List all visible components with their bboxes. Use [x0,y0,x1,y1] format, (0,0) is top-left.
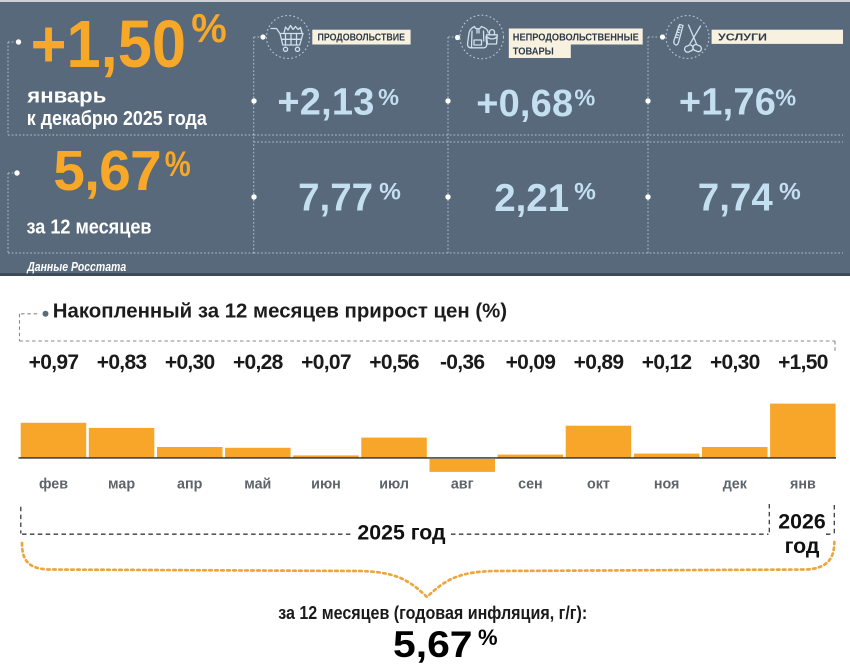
svg-text:ноя: ноя [654,477,680,493]
svg-text:+0,56: +0,56 [369,351,419,374]
svg-text:июл: июл [379,477,409,493]
svg-text:ТОВАРЫ: ТОВАРЫ [513,47,554,58]
svg-text:+1,50: +1,50 [778,351,828,374]
svg-text:мар: мар [108,477,135,493]
svg-text:+1,76: +1,76 [679,82,776,124]
svg-text:+0,97: +0,97 [29,351,79,374]
svg-text:2025 год: 2025 год [357,521,446,545]
svg-text:+2,13: +2,13 [277,81,374,123]
svg-text:+0,68: +0,68 [476,83,573,125]
svg-text:%: % [775,85,796,111]
svg-text:%: % [779,178,801,205]
svg-text:%: % [478,625,498,650]
svg-text:НЕПРОДОВОЛЬСТВЕННЫЕ: НЕПРОДОВОЛЬСТВЕННЫЕ [513,33,639,44]
svg-text:дек: дек [723,477,748,493]
svg-text:%: % [378,84,399,110]
svg-text:2026: 2026 [778,509,826,533]
svg-text:+0,09: +0,09 [506,351,556,374]
svg-text:5,67: 5,67 [53,139,161,203]
svg-text:%: % [165,144,191,184]
svg-text:окт: окт [587,477,610,493]
svg-text:+1,50: +1,50 [31,7,187,82]
svg-text:год: год [785,534,820,558]
svg-text:к декабрю 2025 года: к декабрю 2025 года [27,107,208,130]
svg-text:июн: июн [311,477,341,493]
svg-text:%: % [191,5,227,51]
svg-text:за 12 месяцев (годовая инфляци: за 12 месяцев (годовая инфляция, г/г): [278,603,587,623]
svg-text:%: % [379,178,401,205]
svg-text:+0,30: +0,30 [710,351,760,374]
svg-text:ПРОДОВОЛЬСТВИЕ: ПРОДОВОЛЬСТВИЕ [318,33,406,44]
svg-text:фев: фев [39,477,68,493]
svg-text:7,77: 7,77 [298,177,373,220]
svg-text:2,21: 2,21 [494,177,569,220]
svg-text:Данные Росстата: Данные Росстата [26,259,126,274]
svg-text:авг: авг [451,477,474,493]
svg-text:янв: янв [790,477,816,493]
svg-text:Накопленный за 12 месяцев прир: Накопленный за 12 месяцев прирост цен (%… [53,301,507,323]
svg-text:5,67: 5,67 [393,624,473,665]
svg-text:-0,36: -0,36 [440,351,484,374]
svg-text:+0,12: +0,12 [642,351,692,374]
svg-text:+0,83: +0,83 [97,351,147,374]
svg-text:7,74: 7,74 [698,177,774,220]
svg-text:УСЛУГИ: УСЛУГИ [718,32,767,44]
svg-text:%: % [574,85,595,111]
svg-text:январь: январь [26,84,106,107]
svg-text:+0,30: +0,30 [165,351,215,374]
svg-text:за 12 месяцев: за 12 месяцев [27,217,152,239]
svg-text:+0,89: +0,89 [574,351,624,374]
svg-text:май: май [244,477,271,493]
svg-text:сен: сен [518,477,543,493]
svg-text:+0,28: +0,28 [233,351,284,374]
svg-text:+0,07: +0,07 [301,351,351,374]
svg-text:апр: апр [177,477,203,493]
svg-text:%: % [574,178,596,205]
